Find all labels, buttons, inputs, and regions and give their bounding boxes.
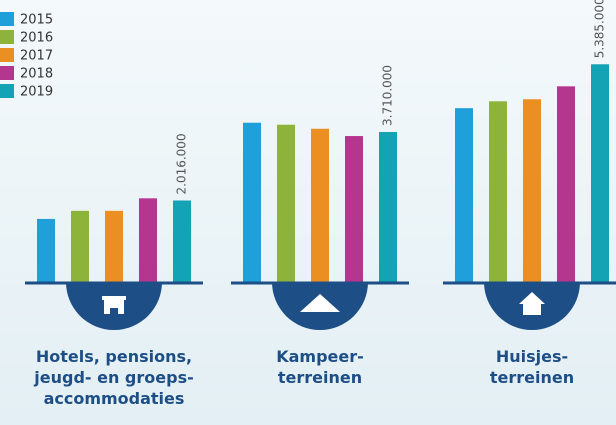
bar xyxy=(379,132,397,282)
legend-swatch xyxy=(0,12,14,26)
category-label: Huisjes- xyxy=(496,347,568,366)
bar xyxy=(139,198,157,282)
value-label: 5.385.000 xyxy=(593,0,607,58)
bar xyxy=(455,108,473,283)
bar xyxy=(173,200,191,282)
category-label: terreinen xyxy=(490,368,574,387)
legend-label: 2018 xyxy=(20,67,53,82)
category-icon xyxy=(300,294,340,312)
legend-swatch xyxy=(0,48,14,62)
bar xyxy=(277,124,295,283)
category-label: Kampeer- xyxy=(276,347,364,366)
category-icon xyxy=(102,296,126,314)
bar xyxy=(523,99,541,283)
category-label: Hotels, pensions, xyxy=(36,347,192,366)
legend-swatch xyxy=(0,66,14,80)
bar xyxy=(591,64,609,282)
legend-swatch xyxy=(0,84,14,98)
bar xyxy=(489,101,507,282)
bar xyxy=(37,218,55,282)
value-label: 2.016.000 xyxy=(175,133,189,194)
legend-label: 2015 xyxy=(20,13,53,28)
legend-label: 2017 xyxy=(20,49,53,64)
legend-label: 2019 xyxy=(20,85,53,100)
category-label: accommodaties xyxy=(44,389,185,408)
bar xyxy=(71,210,89,282)
legend-label: 2016 xyxy=(20,31,53,46)
category-icon xyxy=(519,292,545,315)
bar xyxy=(105,210,123,282)
value-label: 3.710.000 xyxy=(381,65,395,126)
bar xyxy=(557,86,575,282)
bar xyxy=(311,128,329,282)
bar xyxy=(345,136,363,282)
category-label: jeugd- en groeps- xyxy=(33,368,193,387)
bar xyxy=(243,122,261,282)
category-label: terreinen xyxy=(278,368,362,387)
legend-swatch xyxy=(0,30,14,44)
